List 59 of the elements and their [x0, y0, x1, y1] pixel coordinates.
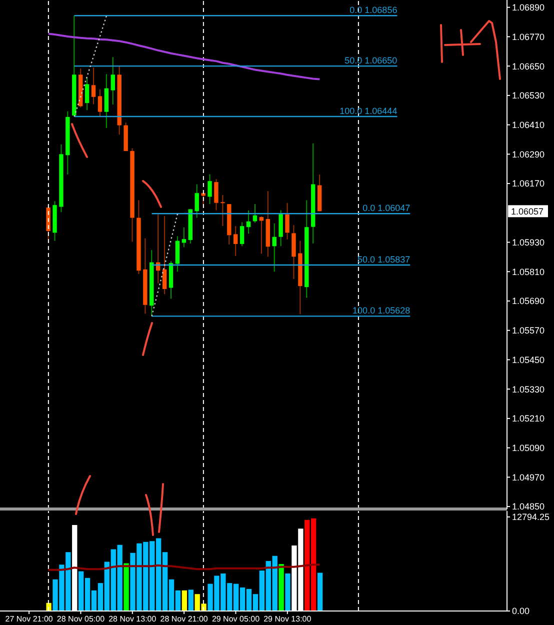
bar	[317, 572, 323, 611]
candlestick	[98, 88, 102, 116]
annotation: 50.0 1.05837	[358, 254, 410, 265]
y-tick-label: 1.05450	[512, 354, 545, 365]
x-tick-label: 29 Nov 13:00	[264, 614, 312, 624]
y-tick-label: 12794.25	[512, 512, 550, 522]
candlestick	[292, 224, 296, 280]
x-tick-label: 27 Nov 21:00	[5, 614, 54, 624]
annotation: 100.0 1.05628	[352, 306, 410, 316]
y-tick-label: 1.04850	[512, 502, 545, 512]
x-tick-label: 28 Nov 05:00	[56, 614, 106, 624]
y-tick-label: 1.05930	[512, 237, 545, 248]
y-tick-label: 1.05690	[512, 296, 545, 306]
candlestick	[208, 174, 212, 205]
bar	[278, 564, 284, 611]
y-tick-label: 1.05210	[512, 414, 545, 424]
y-tick-label: 1.05090	[512, 443, 545, 454]
annotation: 50.0 1.06650	[344, 56, 398, 66]
candlestick	[285, 202, 290, 240]
y-tick-label: 1.05810	[512, 266, 545, 277]
bar	[182, 590, 188, 611]
x-tick-label: 28 Nov 13:00	[108, 614, 157, 624]
y-tick-label: 1.05330	[512, 384, 545, 394]
annotation: 0.0 1.06856	[350, 5, 398, 16]
bar	[124, 563, 129, 611]
y-tick-label: 1.04970	[512, 472, 545, 482]
line-series	[47, 32, 321, 80]
candlestick	[272, 222, 276, 272]
bar	[285, 574, 290, 611]
candlestick	[194, 184, 199, 218]
candlestick	[278, 210, 283, 247]
annotation: 0.0 1.06047	[362, 203, 410, 214]
candlestick	[259, 216, 264, 254]
candlestick	[162, 216, 167, 295]
y-tick-label: 1.06770	[512, 32, 545, 42]
y-tick-label: 1.05570	[512, 326, 545, 336]
candlestick	[104, 74, 109, 128]
bar	[188, 590, 194, 611]
candlestick	[182, 226, 186, 248]
y-tick-label: 1.06410	[512, 120, 545, 130]
x-tick-label: 28 Nov 21:00	[160, 614, 208, 624]
y-tick-label: 1.06530	[512, 90, 545, 101]
y-tick-label: 1.06890	[512, 2, 545, 13]
candlestick	[110, 56, 115, 105]
annotation: 100.0 1.06444	[340, 106, 398, 116]
candlestick	[240, 222, 244, 247]
candlestick	[214, 178, 218, 211]
annotation: 1.06057	[511, 206, 544, 216]
y-tick-label: 1.06170	[512, 178, 545, 189]
candlestick	[175, 236, 180, 272]
y-tick-label: 1.06650	[512, 61, 545, 72]
candlestick	[234, 226, 238, 256]
x-tick-label: 29 Nov 05:00	[212, 614, 260, 624]
y-tick-label: 1.06290	[512, 149, 545, 160]
y-tick-label: 0.00	[512, 606, 530, 616]
candlestick	[91, 67, 96, 105]
candlestick	[84, 77, 90, 111]
candlestick	[246, 210, 251, 234]
candlestick	[220, 194, 225, 227]
